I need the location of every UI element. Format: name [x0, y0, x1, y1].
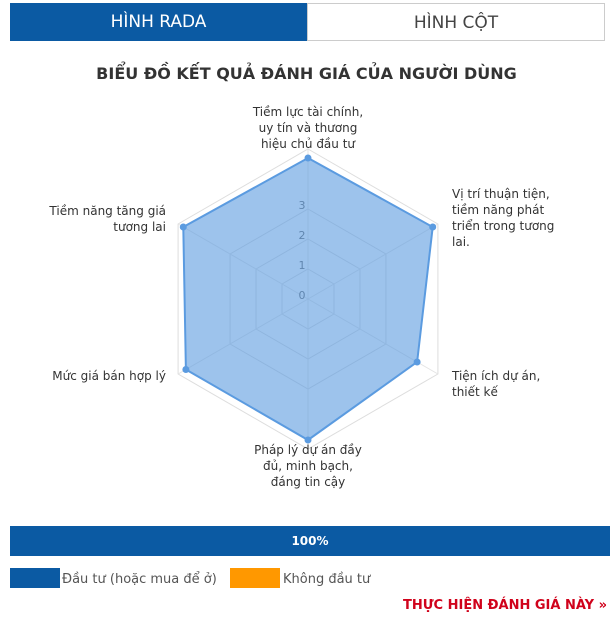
- action-link[interactable]: THỰC HIỆN ĐÁNH GIÁ NÀY »: [402, 598, 607, 613]
- legend-swatch: [10, 568, 60, 588]
- radar-point: [413, 358, 421, 366]
- axis-label: Tiềm lực tài chính, uy tín và thương hiệ…: [252, 105, 364, 151]
- radar-point: [429, 223, 437, 231]
- chart-title: BIỂU ĐỒ KẾT QUẢ ĐÁNH GIÁ CỦA NGƯỜI DÙNG: [96, 64, 517, 83]
- axis-label: Tiện ích dự án, thiết kế: [452, 369, 541, 399]
- axis-label: Tiềm năng tăng giá tương lai: [49, 204, 166, 234]
- radar-point: [182, 366, 190, 373]
- radar-point: [304, 436, 312, 444]
- axis-label: Mức giá bán hợp lý: [52, 369, 166, 383]
- radar-point: [304, 154, 312, 162]
- legend-swatch: [230, 568, 280, 588]
- progress-bar: 100%: [10, 526, 610, 556]
- radar-point: [179, 223, 187, 231]
- radar-area: [182, 156, 434, 442]
- axis-label: Vị trí thuận tiện, tiềm năng phát triển …: [452, 187, 555, 249]
- legend-label: Đầu tư (hoặc mua để ở): [62, 572, 217, 587]
- tab-active[interactable]: HÌNH RADA: [10, 3, 307, 41]
- axis-label: Pháp lý dự án đầy đủ, minh bạch, đáng ti…: [254, 443, 362, 489]
- legend-label: Không đầu tư: [283, 572, 371, 587]
- tab[interactable]: HÌNH CỘT: [307, 3, 605, 41]
